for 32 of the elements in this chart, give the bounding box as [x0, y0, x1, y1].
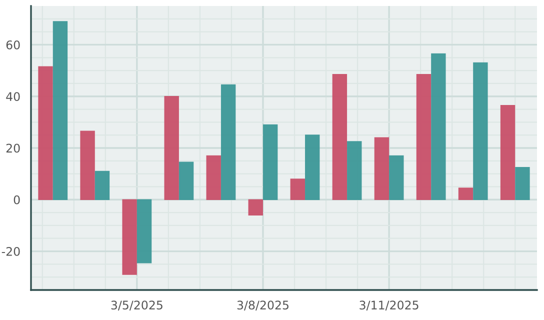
bar	[290, 178, 306, 200]
bar	[305, 134, 320, 200]
bar	[248, 199, 263, 216]
bar	[94, 170, 110, 200]
y-tick-label: 20	[6, 144, 20, 153]
bar	[458, 188, 474, 200]
bar	[500, 104, 516, 200]
bar	[38, 66, 53, 200]
x-tick-label: 3/8/2025	[237, 300, 288, 310]
y-tick-label: 60	[6, 40, 20, 50]
bar	[164, 96, 179, 200]
bar	[80, 130, 95, 200]
y-tick-label: 0	[14, 195, 20, 204]
bar	[374, 137, 390, 200]
bar	[52, 21, 68, 200]
bar	[206, 155, 221, 200]
x-tick-label: 3/11/2025	[360, 300, 418, 310]
bar	[220, 84, 236, 200]
y-tick-label: -20	[2, 246, 20, 256]
x-tick-label: 3/5/2025	[111, 300, 162, 310]
bar	[347, 141, 362, 200]
bar	[473, 62, 488, 200]
bar	[332, 74, 348, 200]
bar	[515, 166, 530, 200]
bar	[416, 74, 432, 200]
bar	[178, 162, 194, 200]
bar	[389, 155, 404, 200]
bar	[136, 199, 152, 264]
bar	[262, 124, 278, 200]
bar	[122, 199, 137, 275]
bar	[431, 53, 446, 200]
y-tick-label: 40	[6, 92, 20, 102]
